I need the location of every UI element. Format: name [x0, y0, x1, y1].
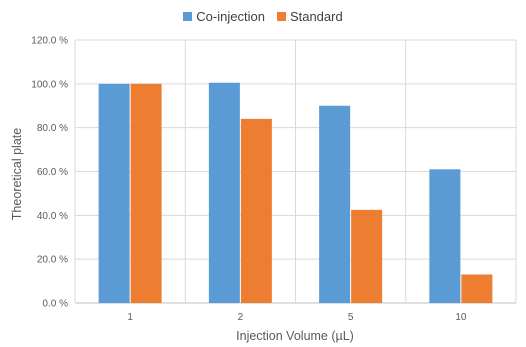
legend-swatch-co-injection — [183, 12, 193, 21]
bar-co-injection-1 — [98, 83, 130, 303]
bar-standard-10 — [461, 274, 493, 303]
bar-co-injection-2 — [208, 82, 240, 303]
bar-standard-1 — [130, 83, 162, 303]
y-tick-label: 80.0 % — [37, 123, 68, 134]
y-tick-label: 60.0 % — [37, 167, 68, 178]
legend-item-standard: Standard — [276, 9, 343, 24]
legend-swatch-standard — [276, 12, 286, 21]
y-axis-ticks: 0.0 % 20.0 % 40.0 % 60.0 % 80.0 % 100.0 % 120.… — [31, 36, 68, 310]
bar-standard-5 — [351, 209, 383, 303]
y-tick-label: 0.0 % — [42, 299, 68, 310]
y-tick-label: 120.0 % — [31, 36, 68, 47]
bar-co-injection-5 — [319, 105, 351, 303]
legend: Co-injection Standard — [0, 9, 526, 24]
x-tick-label: 10 — [455, 312, 467, 323]
y-axis-title: Theoretical plate — [10, 128, 24, 220]
legend-label-co-injection: Co-injection — [196, 9, 265, 24]
y-tick-label: 100.0 % — [31, 79, 68, 90]
legend-item-co-injection: Co-injection — [183, 9, 265, 24]
bar-co-injection-10 — [429, 169, 461, 303]
y-tick-label: 20.0 % — [37, 255, 68, 266]
x-tick-label: 1 — [127, 312, 133, 323]
legend-label-standard: Standard — [289, 9, 343, 24]
bars — [98, 82, 493, 304]
x-tick-label: 2 — [238, 312, 244, 323]
y-tick-label: 40.0 % — [37, 211, 68, 222]
x-axis-ticks: 1 2 5 10 — [127, 312, 467, 323]
x-tick-label: 5 — [348, 312, 354, 323]
x-axis-title: Injection Volume (µL) — [236, 329, 354, 343]
bar-standard-2 — [240, 118, 272, 304]
